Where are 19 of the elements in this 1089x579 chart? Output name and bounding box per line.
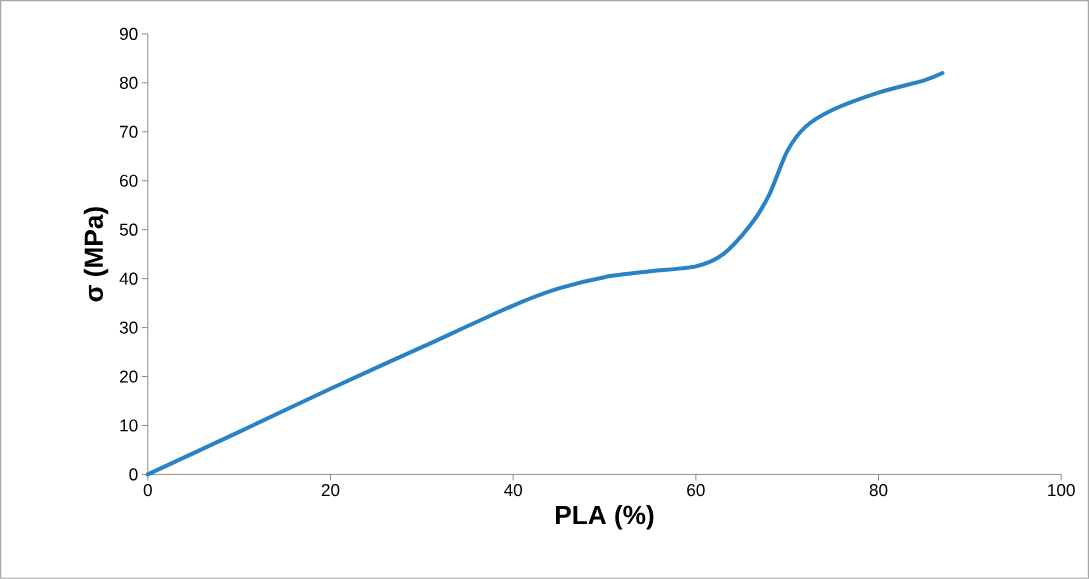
x-tick-label: 20 <box>321 484 340 497</box>
x-tick-label: 100 <box>1048 484 1075 497</box>
y-tick-label: 90 <box>119 27 138 40</box>
x-axis-title: PLA (%) <box>556 505 654 530</box>
y-axis-title: σ (MPa) <box>83 207 109 302</box>
y-tick-label: 0 <box>129 468 138 481</box>
y-tick-label: 50 <box>119 223 138 236</box>
x-tick-label: 0 <box>143 484 152 497</box>
y-tick-label: 30 <box>119 321 138 334</box>
y-tick-label: 10 <box>120 419 138 432</box>
y-tick-label: 20 <box>120 370 138 383</box>
x-tick-label: 40 <box>504 484 523 497</box>
line-series <box>145 71 945 477</box>
y-tick-label: 60 <box>120 174 138 187</box>
y-tick-label: 70 <box>120 125 138 138</box>
y-tick-label: 80 <box>119 76 138 89</box>
x-tick-label: 60 <box>687 484 705 497</box>
x-tick-label: 80 <box>869 484 888 497</box>
y-tick-label: 40 <box>119 272 138 285</box>
